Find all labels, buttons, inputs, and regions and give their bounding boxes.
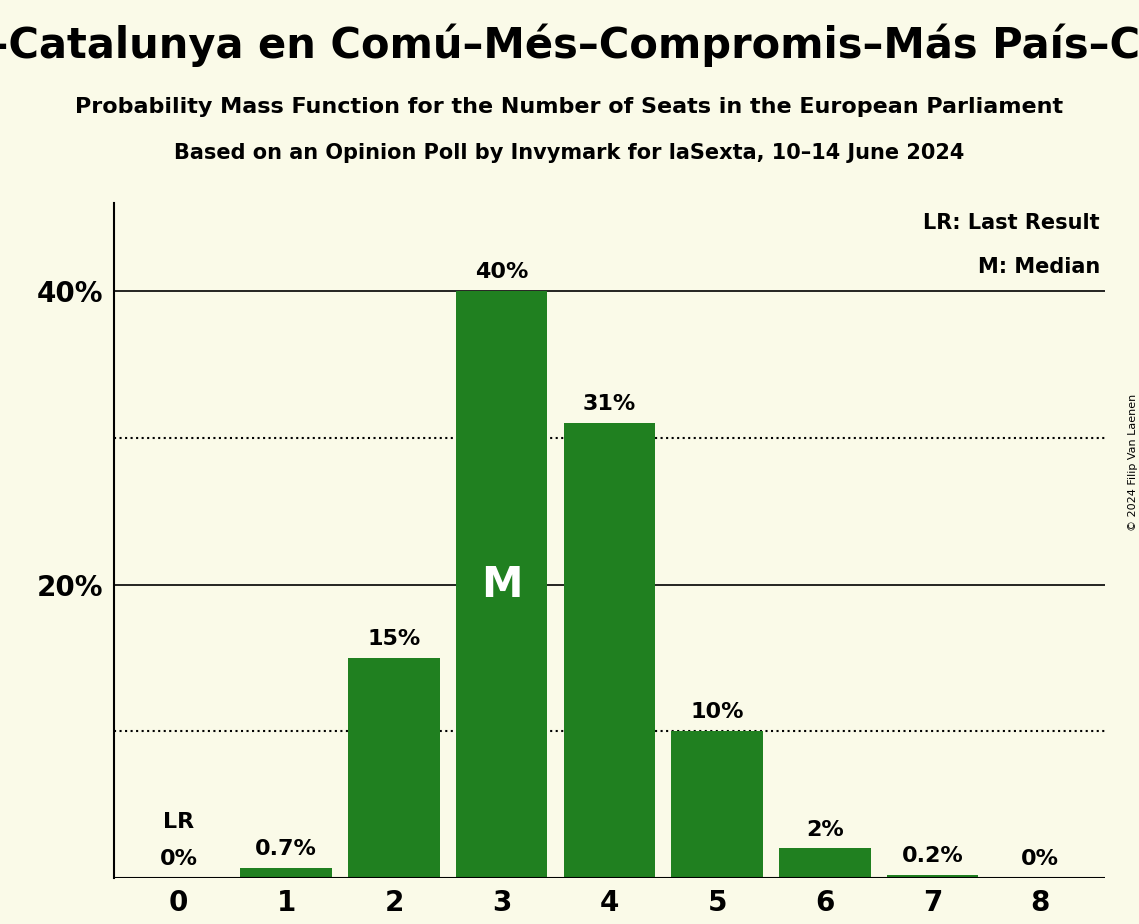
Text: LR: Last Result: LR: Last Result (924, 213, 1100, 234)
Bar (671, 731, 763, 878)
Text: 31%: 31% (583, 395, 636, 415)
Text: 40%: 40% (475, 262, 528, 283)
Text: 15%: 15% (367, 629, 420, 649)
Text: Probability Mass Function for the Number of Seats in the European Parliament: Probability Mass Function for the Number… (75, 97, 1064, 117)
Bar (456, 291, 548, 878)
Text: M: M (481, 564, 523, 605)
Text: © 2024 Filip Van Laenen: © 2024 Filip Van Laenen (1128, 394, 1138, 530)
Bar (779, 848, 870, 878)
Text: 0.2%: 0.2% (902, 846, 964, 866)
Text: 2%: 2% (806, 820, 844, 840)
Text: 0.7%: 0.7% (255, 839, 317, 858)
Bar (887, 875, 978, 878)
Text: LR: LR (163, 812, 194, 833)
Text: Based on an Opinion Poll by Invymark for laSexta, 10–14 June 2024: Based on an Opinion Poll by Invymark for… (174, 143, 965, 164)
Bar (564, 423, 655, 878)
Text: 0%: 0% (1022, 849, 1059, 869)
Text: 10%: 10% (690, 702, 744, 723)
Text: M: Median: M: Median (977, 257, 1100, 277)
Text: ar–Catalunya en Comú–Més–Compromis–Más País–Chu: ar–Catalunya en Comú–Més–Compromis–Más P… (0, 23, 1139, 67)
Bar (240, 868, 331, 878)
Text: 0%: 0% (159, 849, 197, 869)
Bar (349, 658, 440, 878)
